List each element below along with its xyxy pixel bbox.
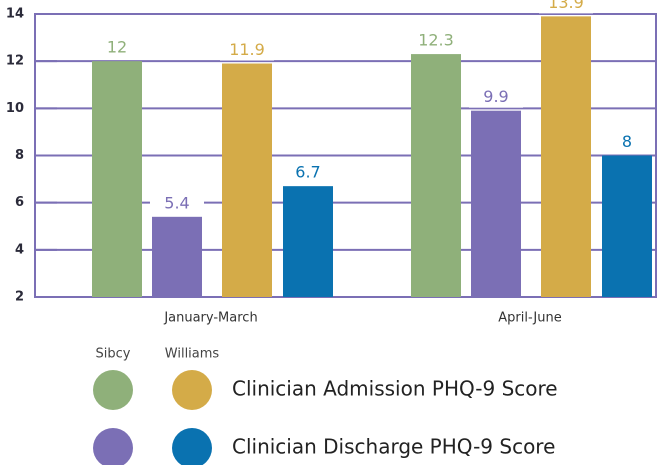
y-tick-label: 4 — [15, 242, 24, 257]
value-label: 12 — [107, 38, 127, 57]
bar — [222, 63, 272, 298]
y-tick-label: 12 — [6, 54, 24, 69]
y-tick-label: 14 — [6, 7, 24, 22]
bar — [602, 155, 652, 297]
bar — [152, 216, 202, 297]
x-tick-label: January-March — [163, 311, 257, 326]
value-label-bg — [281, 163, 335, 184]
bar — [541, 16, 591, 297]
plot-frame — [34, 13, 657, 298]
bar — [92, 61, 142, 297]
value-label-bg — [220, 40, 274, 61]
y-tick-label: 10 — [6, 101, 24, 116]
value-label: 12.3 — [418, 31, 454, 50]
value-label: 8 — [622, 132, 632, 151]
value-label-bg — [539, 0, 593, 14]
value-label-bg — [600, 132, 654, 153]
legend-swatch — [172, 428, 212, 465]
y-tick-label: 6 — [15, 195, 24, 210]
value-label: 5.4 — [164, 193, 189, 212]
legend-row-label: Clinician Discharge PHQ-9 Score — [232, 435, 555, 459]
value-label-bg — [469, 87, 523, 108]
x-tick-label: April-June — [498, 311, 561, 326]
y-tick-label: 2 — [15, 290, 24, 305]
bar — [471, 110, 521, 297]
value-label: 9.9 — [483, 87, 508, 106]
value-label: 11.9 — [229, 40, 265, 59]
value-label: 13.9 — [548, 0, 584, 12]
legend-swatch — [93, 370, 133, 410]
value-label-bg — [90, 38, 144, 59]
value-label: 6.7 — [295, 163, 320, 182]
value-label-bg — [409, 31, 463, 52]
legend-row-label: Clinician Admission PHQ-9 Score — [232, 377, 558, 401]
legend-column-label: Sibcy — [96, 347, 131, 362]
value-label-bg — [150, 193, 204, 214]
bar — [411, 54, 461, 297]
legend-column-label: Williams — [165, 347, 220, 362]
legend-swatch — [172, 370, 212, 410]
legend-swatch — [93, 428, 133, 465]
bar — [283, 186, 333, 297]
y-tick-label: 8 — [15, 148, 24, 163]
